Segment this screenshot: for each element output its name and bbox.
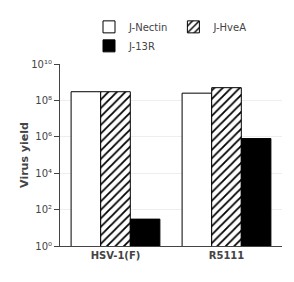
svg-text:J-HveA: J-HveA — [212, 22, 246, 33]
svg-text:10⁰: 10⁰ — [35, 241, 52, 252]
svg-text:10⁸: 10⁸ — [35, 95, 52, 106]
svg-text:HSV-1(F): HSV-1(F) — [91, 250, 141, 261]
svg-text:J-13R: J-13R — [128, 41, 155, 52]
svg-text:10¹⁰: 10¹⁰ — [31, 59, 52, 70]
svg-text:10⁴: 10⁴ — [35, 168, 52, 179]
svg-text:Virus yield: Virus yield — [18, 122, 31, 188]
svg-text:R5111: R5111 — [209, 250, 245, 261]
svg-text:10²: 10² — [35, 204, 52, 215]
svg-text:10⁶: 10⁶ — [35, 131, 52, 142]
svg-text:J-Nectin: J-Nectin — [128, 22, 167, 33]
